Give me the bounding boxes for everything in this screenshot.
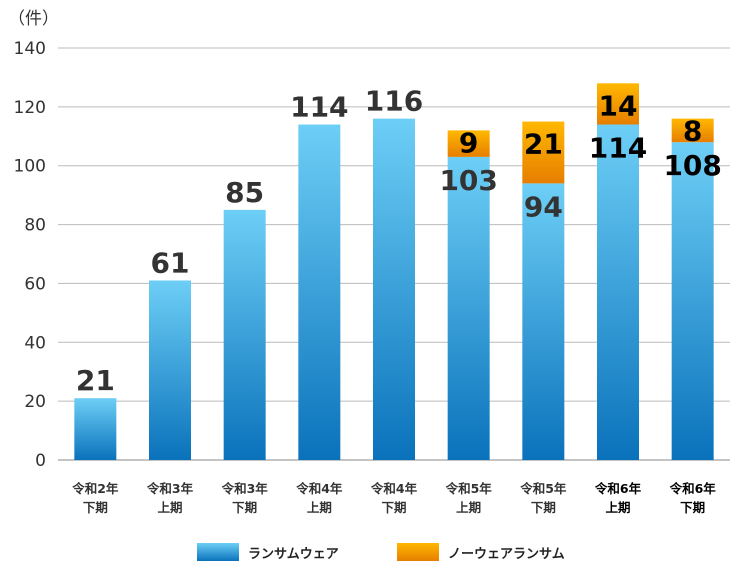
y-tick-label: 0	[35, 451, 46, 471]
x-tick-label-line1: 令和4年	[295, 481, 343, 496]
data-label-noware-ransom: 9	[459, 126, 478, 159]
bar-noware-ransom	[597, 83, 639, 125]
legend-label-ransomware: ランサムウェア	[248, 547, 339, 562]
bar-noware-ransom	[671, 118, 714, 143]
data-label-ransomware: 103	[439, 164, 497, 197]
bar-ransomware	[671, 142, 714, 460]
y-tick-label: 60	[24, 274, 46, 294]
x-tick-label-line1: 令和6年	[669, 481, 717, 496]
bar-ransomware	[522, 183, 565, 460]
y-tick-label: 140	[14, 39, 46, 59]
x-tick-label-line1: 令和3年	[146, 481, 194, 496]
x-tick-label-line2: 下期	[381, 500, 406, 515]
x-tick-label-line2: 下期	[232, 500, 257, 515]
legend-swatch-noware-ransom	[397, 543, 439, 561]
x-tick-label-line2: 下期	[83, 500, 108, 515]
data-label-ransomware: 94	[524, 190, 563, 223]
data-label-noware-ransom: 14	[599, 89, 638, 122]
data-label-noware-ransom: 8	[683, 115, 702, 148]
data-label-ransomware: 114	[290, 91, 348, 124]
x-tick-label-line1: 令和2年	[71, 481, 119, 496]
x-tick-label-line1: 令和5年	[519, 481, 567, 496]
x-tick-label-line2: 上期	[307, 500, 332, 515]
y-tick-label: 40	[24, 333, 46, 353]
bar-ransomware	[74, 398, 117, 460]
data-label-ransomware: 116	[365, 85, 423, 118]
data-label-ransomware: 85	[225, 176, 264, 209]
data-label-ransomware: 108	[663, 149, 721, 182]
x-tick-label-line2: 上期	[456, 500, 481, 515]
data-label-ransomware: 21	[76, 364, 115, 397]
bar-noware-ransom	[447, 130, 490, 157]
bar-ransomware	[373, 118, 415, 460]
x-tick-label-line2: 下期	[531, 500, 556, 515]
bar-ransomware	[298, 124, 341, 460]
x-tick-label-line1: 令和3年	[221, 481, 269, 496]
data-label-ransomware: 61	[151, 246, 190, 279]
bar-ransomware	[149, 280, 191, 460]
y-tick-label: 120	[14, 98, 46, 118]
y-tick-label: 20	[24, 392, 46, 412]
y-unit-label: （件）	[8, 9, 59, 29]
data-label-ransomware: 114	[589, 132, 647, 165]
x-tick-label-line2: 上期	[157, 500, 182, 515]
legend-label-noware-ransom: ノーウェアランサム	[448, 547, 565, 562]
x-tick-label-line1: 令和4年	[370, 481, 418, 496]
data-label-noware-ransom: 21	[524, 128, 563, 161]
x-tick-label-line1: 令和6年	[594, 481, 642, 496]
bar-noware-ransom	[522, 121, 565, 184]
bar-ransomware	[447, 156, 490, 460]
legend-swatch-ransomware	[197, 543, 239, 561]
bar-ransomware	[223, 209, 266, 460]
y-tick-label: 100	[14, 157, 46, 177]
bar-ransomware	[597, 124, 639, 460]
x-tick-label-line2: 上期	[605, 500, 630, 515]
x-tick-label-line1: 令和5年	[445, 481, 493, 496]
y-tick-label: 80	[24, 216, 46, 236]
x-tick-label-line2: 下期	[680, 500, 705, 515]
